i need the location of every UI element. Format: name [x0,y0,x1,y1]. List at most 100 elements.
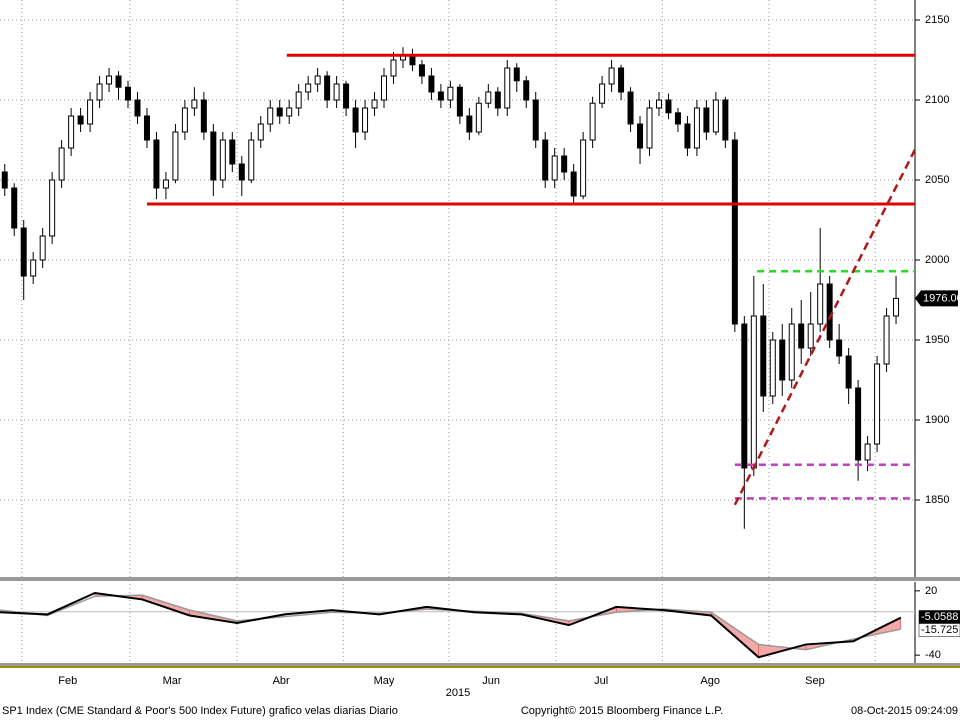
footer-center: Copyright© 2015 Bloomberg Finance L.P. [521,705,723,717]
candle-body [712,99,719,133]
indicator-tag-label: -15.725 [921,624,958,636]
candle-body [485,91,492,104]
x-tick-label: Mar [163,675,182,687]
candle-body [703,107,710,133]
candle-body [665,99,672,114]
candle-body [172,131,179,181]
trend-line [733,149,917,506]
y-tick-label: 2100 [925,94,949,106]
candle-body [855,387,862,461]
year-label: 2015 [446,687,470,699]
candle-body [162,179,169,189]
candle-body [390,59,397,77]
candle-body [608,67,615,85]
candle-body [646,107,653,149]
candle-body [68,115,75,149]
indicator-tick-label: -40 [925,649,941,661]
x-tick-label: Jun [482,675,500,687]
candle-body [494,91,501,109]
candle-body [49,179,56,237]
panel-bottom [0,663,960,666]
y-tick-label: 2150 [925,14,949,26]
candle-body [779,339,786,381]
candle-body [874,363,881,445]
candle-body [580,139,587,197]
candle-body [627,91,634,125]
candle-body [618,67,625,93]
candle-body [788,323,795,381]
candle-body [817,283,824,325]
y-tick-label: 2050 [925,174,949,186]
x-tick-label: May [374,675,395,687]
candle-body [760,315,767,397]
candle-body [750,315,757,469]
candle-body [551,155,558,181]
candle-body [655,99,662,109]
x-tick-label: Abr [273,675,290,687]
price-tag [915,290,958,307]
candle-body [674,112,681,125]
candle-body [381,75,388,101]
candle-body [200,99,207,133]
x-tick-label: Sep [805,675,825,687]
candle-body [58,147,65,181]
candle-body [722,99,729,141]
candle-body [693,107,700,149]
candle-body [257,123,264,141]
candle-body [238,163,245,181]
candle-body [599,83,606,104]
candle-body [125,86,132,101]
candle-body [504,67,511,109]
footer-right: 08-Oct-2015 09:24:09 [851,705,958,717]
candle-body [115,75,122,88]
candle-body [684,123,691,149]
candle-body [362,107,369,133]
candle-body [437,91,444,101]
candle-body [447,86,454,101]
candle-body [11,187,18,229]
candle-body [87,99,94,125]
candle-body [343,83,350,109]
candle-body [286,107,293,117]
y-tick-label: 1900 [925,414,949,426]
candle-body [589,102,596,141]
candle-body [371,99,378,109]
y-tick-label: 1950 [925,334,949,346]
candle-body [845,355,852,389]
candle-body [314,75,321,85]
candle-body [532,99,539,141]
candle-body [210,131,217,181]
candle-body [181,107,188,133]
candle-body [1,171,8,189]
candle-body [248,139,255,181]
candle-body [276,107,283,117]
candle-body [30,259,37,277]
candle-body [513,67,520,82]
panel-bottom-accent [0,666,960,668]
footer-left: SP1 Index (CME Standard & Poor's 500 Ind… [2,705,398,717]
x-tick-label: Ago [700,675,720,687]
x-tick-label: Jul [594,675,608,687]
candle-body [96,83,103,101]
candle-body [637,123,644,149]
candle-body [229,139,236,165]
candle-body [883,315,890,365]
candle-body [769,339,776,397]
candle-body [333,83,340,101]
candle-body [267,107,274,125]
panel-separator [0,577,960,581]
indicator-tick-label: 20 [925,585,937,597]
candle-body [153,139,160,189]
y-tick-label: 1850 [925,494,949,506]
candle-body [39,235,46,261]
candle-body [143,115,150,141]
candle-body [807,323,814,349]
price-tag-label: 1976.00 [923,292,960,304]
y-tick-label: 2000 [925,254,949,266]
candle-body [893,297,900,317]
candle-body [106,75,113,85]
candle-body [570,171,577,197]
candle-body [219,139,226,181]
indicator-tag-label: -5.0588 [921,611,958,623]
